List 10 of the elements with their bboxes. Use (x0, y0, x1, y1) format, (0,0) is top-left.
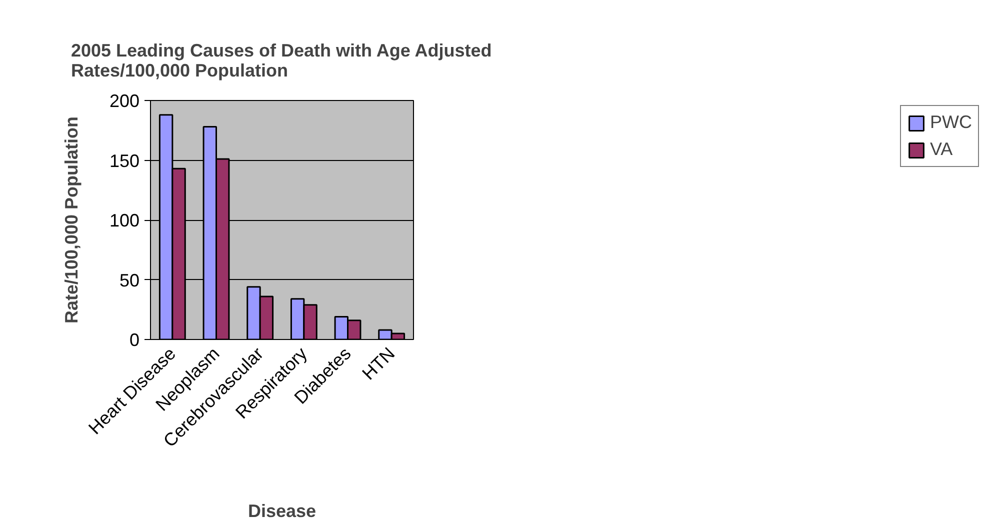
y-tick-label: 150 (109, 150, 140, 171)
legend-label: PWC (930, 112, 972, 133)
y-tick-label: 100 (109, 210, 140, 230)
y-tick-label: 200 (109, 91, 140, 111)
chart-title: 2005 Leading Causes of Death with Age Adjusted Rates/100,000 Population (70, 40, 492, 80)
x-axis-title: Disease (248, 500, 316, 521)
legend-label: VA (930, 139, 953, 160)
y-tick-label: 0 (129, 330, 140, 350)
y-tick-label: 50 (119, 270, 140, 290)
y-axis-title: Rate/100,000 Population (61, 116, 82, 324)
